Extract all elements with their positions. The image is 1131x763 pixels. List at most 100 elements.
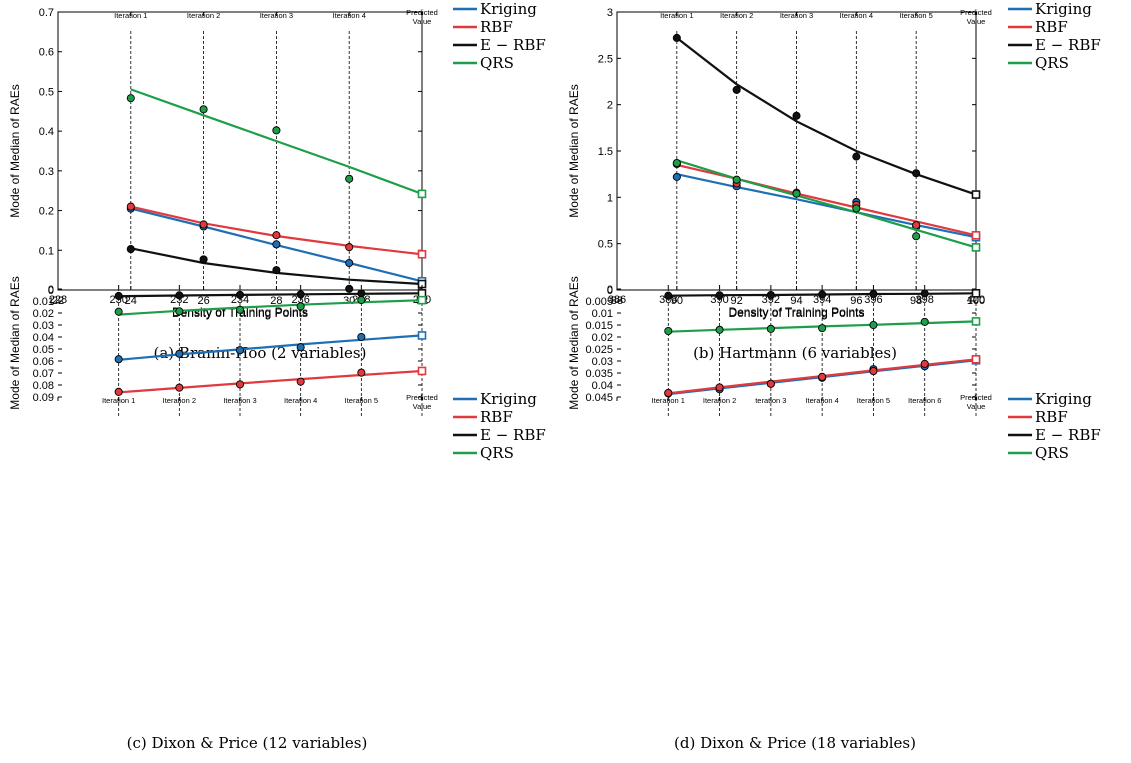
fit-line [130, 88, 423, 195]
fit-line [676, 173, 977, 239]
data-point [672, 33, 681, 42]
data-point [672, 172, 681, 181]
data-point [920, 359, 929, 368]
panel-caption: (a) Branin-Hoo (2 variables) [154, 344, 367, 362]
series-rbf [126, 202, 427, 259]
y-tick-label: 0.01 [592, 308, 613, 320]
data-point [715, 383, 724, 392]
iteration-label: Predicted [406, 393, 438, 402]
data-point [818, 290, 827, 299]
data-point [345, 174, 354, 183]
data-point [766, 324, 775, 333]
x-axis-label: Density of Training Points [728, 306, 864, 320]
data-point [296, 302, 305, 311]
series-qrs [664, 317, 981, 336]
data-point [235, 346, 245, 355]
y-tick-label: 0.04 [592, 380, 613, 392]
iteration-label: Iteration 1 [114, 11, 147, 20]
iteration-label: Iteration 3 [780, 11, 813, 20]
y-tick-label: 0.015 [585, 320, 613, 332]
data-point [235, 380, 245, 389]
predicted-point [971, 317, 981, 326]
legend-label: Kriging [480, 390, 537, 408]
x-tick-label: 92 [731, 295, 743, 307]
series-rbf [114, 366, 427, 396]
data-point [235, 305, 245, 314]
panel-caption: (d) Dixon & Price (18 variables) [674, 734, 916, 752]
series-e-rbf [664, 289, 981, 300]
x-axis-label: Density of Training Points [728, 305, 864, 319]
data-point [715, 291, 724, 300]
data-point [199, 220, 208, 229]
data-point [852, 152, 861, 161]
y-tick-label: 0.5 [39, 86, 54, 98]
data-point [272, 231, 281, 240]
legend-label: Kriging [1035, 390, 1092, 408]
panel-caption: (b) Hartmann (6 variables) [693, 344, 897, 362]
iteration-label: Predicted [960, 8, 992, 17]
iteration-label: Predicted [960, 393, 992, 402]
data-point [235, 290, 245, 299]
y-tick-label: 2.5 [598, 53, 613, 65]
series-rbf [672, 159, 981, 240]
x-tick-label: 228 [49, 294, 67, 306]
data-point [357, 332, 366, 342]
panel-caption: (c) Dixon & Price (12 variables) [127, 734, 368, 752]
chart-panel-3: 22823023223423623824000.010.020.030.040.… [8, 276, 546, 752]
y-tick-label: 0.06 [33, 356, 54, 368]
iteration-label: Iteration 2 [187, 11, 220, 20]
predicted-point [971, 289, 981, 298]
data-point [114, 307, 123, 316]
y-tick-label: 0.08 [33, 380, 54, 392]
legend-label: QRS [480, 54, 514, 72]
data-point [664, 388, 673, 397]
data-point [672, 158, 681, 168]
y-tick-label: 0.3 [39, 166, 54, 178]
data-point [357, 289, 366, 298]
legend-label: QRS [480, 444, 514, 462]
data-point [126, 94, 135, 103]
data-point [869, 320, 878, 330]
legend-label: E − RBF [480, 426, 546, 444]
data-point [357, 368, 366, 377]
series-qrs [126, 88, 427, 199]
legend-label: Kriging [1035, 0, 1092, 18]
x-tick-label: 94 [790, 295, 802, 307]
legend-label: E − RBF [480, 36, 546, 54]
y-tick-label: 1 [607, 192, 613, 204]
fit-line [676, 37, 977, 196]
y-tick-label: 2 [607, 100, 613, 112]
data-point [126, 202, 135, 211]
predicted-point [417, 189, 427, 199]
data-point [912, 169, 921, 178]
data-point [920, 317, 929, 326]
predicted-point [971, 243, 981, 252]
data-point [345, 258, 354, 268]
iteration-label: Iteration 3 [260, 11, 293, 20]
legend-label: RBF [1035, 408, 1068, 426]
legend-label: E − RBF [1035, 426, 1101, 444]
y-tick-label: 0.02 [592, 332, 613, 344]
iteration-label: Iteration 4 [840, 11, 873, 20]
iteration-label: Iteration 2 [703, 396, 736, 405]
series-e-rbf [672, 33, 981, 199]
data-point [126, 245, 135, 254]
data-point [272, 240, 281, 249]
iteration-label: Iteration 5 [899, 11, 932, 20]
series-kriging [114, 331, 427, 364]
series-rbf [664, 355, 981, 397]
data-point [272, 266, 281, 275]
chart-panel-4: 386 388 390 392 394 396 398 40000.0050.010.0150… [567, 276, 1101, 752]
iteration-label: Iteration 1 [102, 396, 135, 405]
data-point [912, 221, 921, 230]
data-point [912, 232, 921, 241]
y-axis-label: Mode of Median of RAEs [567, 276, 581, 409]
legend-label: RBF [480, 18, 513, 36]
y-tick-label: 0.7 [39, 7, 54, 19]
data-point [818, 324, 827, 333]
legend-label: QRS [1035, 444, 1069, 462]
x-tick-label: 98 [910, 295, 922, 307]
